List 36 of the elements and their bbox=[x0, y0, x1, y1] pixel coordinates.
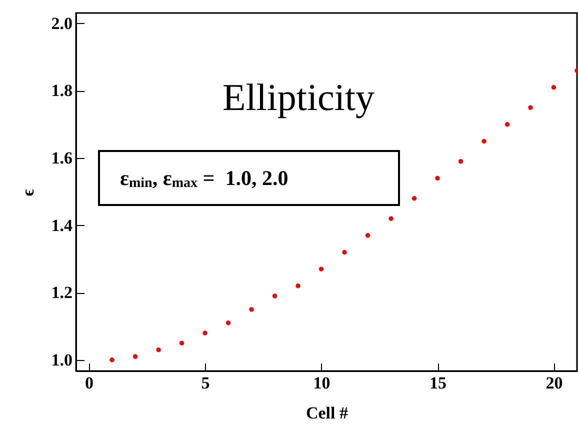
point bbox=[296, 284, 300, 288]
point bbox=[504, 122, 510, 127]
point bbox=[528, 105, 533, 110]
point bbox=[156, 347, 161, 352]
text-box: ε$_{min}$, ε$_{max}$ = 1.0, 2.0 bbox=[98, 150, 400, 206]
point bbox=[435, 176, 440, 181]
point bbox=[249, 307, 254, 312]
point bbox=[458, 159, 464, 164]
point bbox=[110, 358, 114, 362]
y-tick-label: 1.8 bbox=[51, 81, 72, 100]
point bbox=[342, 250, 347, 255]
y-tick-label: 1.4 bbox=[51, 216, 73, 235]
point bbox=[412, 196, 417, 201]
x-tick-label: 0 bbox=[85, 374, 94, 392]
point bbox=[132, 354, 138, 359]
point bbox=[318, 266, 324, 272]
y-tick-label: 2.0 bbox=[51, 14, 72, 33]
x-tick-label: 15 bbox=[430, 374, 447, 392]
point bbox=[202, 330, 208, 336]
y-tick-label: 1.0 bbox=[51, 350, 72, 370]
text: Ellipticity bbox=[222, 77, 374, 119]
point bbox=[388, 216, 394, 221]
point bbox=[226, 320, 231, 326]
x-tick-label: 5 bbox=[201, 374, 210, 392]
y-tick-label: 1.2 bbox=[51, 283, 72, 302]
point bbox=[179, 340, 184, 346]
point bbox=[365, 233, 370, 238]
point bbox=[482, 138, 486, 144]
x-tick-label: 10 bbox=[313, 374, 330, 392]
y-tick-label: 1.6 bbox=[51, 148, 72, 168]
x-axis-title: Cell # bbox=[306, 404, 349, 422]
point bbox=[574, 68, 578, 73]
y-axis-title: ϵ bbox=[18, 188, 38, 196]
point bbox=[551, 85, 556, 90]
x-tick-label: 20 bbox=[546, 374, 563, 392]
point bbox=[272, 294, 278, 298]
